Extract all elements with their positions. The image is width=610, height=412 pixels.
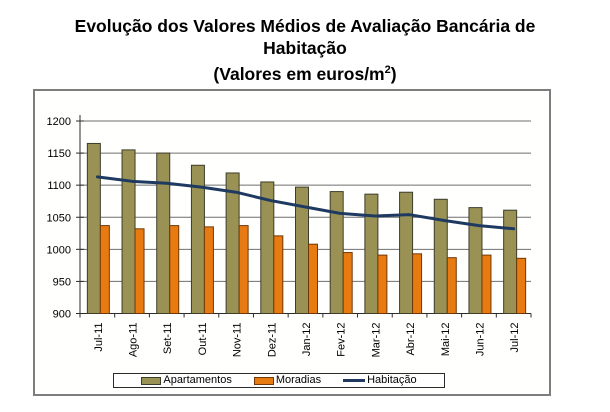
svg-text:Jul-11: Jul-11 [93, 323, 105, 352]
bar-apartamentos-ago-11 [121, 149, 136, 314]
x-tick-labels: Jul-11 Ago-11 Set-11 Out-11 Nov-11 Dez-11 Jan-… [93, 322, 521, 357]
svg-text:Jan-12: Jan-12 [301, 323, 313, 357]
bar-apartamentos-jul-11 [86, 142, 101, 315]
superscript-2: 2 [384, 64, 391, 76]
bars-apartamentos [86, 142, 518, 315]
bar-moradias-jul-12 [516, 257, 527, 314]
svg-text:Out-11: Out-11 [197, 323, 209, 356]
bar-apartamentos-mai-12 [433, 198, 448, 314]
svg-text:Mar-12: Mar-12 [370, 323, 382, 358]
chart-title: Evolução dos Valores Médios de Avaliação… [0, 15, 610, 85]
legend-item-apartamentos: Apartamentos [141, 374, 232, 386]
svg-text:950: 950 [53, 276, 71, 288]
bar-moradias-nov-11 [238, 225, 249, 314]
svg-text:1200: 1200 [47, 116, 71, 128]
chart-legend: Apartamentos Moradias Habitação [113, 373, 445, 388]
bar-apartamentos-set-11 [156, 152, 171, 315]
legend-item-habitacao: Habitação [343, 375, 417, 386]
svg-text:Jun-12: Jun-12 [474, 323, 486, 357]
bar-apartamentos-jul-12 [503, 209, 518, 314]
bar-moradias-jul-11 [99, 225, 110, 314]
line-habitação [95, 175, 516, 231]
svg-text:1050: 1050 [47, 212, 71, 224]
y-tick-labels: 900 950 1000 1050 1100 1150 1200 [47, 116, 71, 321]
svg-text:Ago-11: Ago-11 [128, 323, 140, 358]
legend-label-apartamentos: Apartamentos [163, 374, 232, 386]
chart-frame: 900 950 1000 1050 1100 1150 1200 Jul-11 Ago-11 Se… [33, 89, 551, 396]
svg-text:Mai-12: Mai-12 [440, 323, 452, 357]
bar-line-chart: 900 950 1000 1050 1100 1150 1200 Jul-11 Ago-11 Se… [47, 115, 532, 357]
chart-title-line3: (Valores em euros/m2) [213, 63, 397, 84]
svg-text:1150: 1150 [47, 148, 71, 160]
svg-text:Dez-11: Dez-11 [266, 323, 278, 358]
svg-text:Abr-12: Abr-12 [405, 323, 417, 356]
bar-apartamentos-mar-12 [364, 193, 379, 314]
bar-moradias-ago-11 [134, 228, 145, 314]
bar-moradias-dez-11 [273, 235, 284, 315]
bar-moradias-out-11 [203, 226, 214, 314]
svg-text:Fev-12: Fev-12 [336, 323, 348, 357]
line-series [95, 175, 516, 231]
bar-moradias-set-11 [169, 225, 180, 314]
legend-label-moradias: Moradias [275, 374, 322, 386]
bar-moradias-mar-12 [377, 254, 388, 315]
svg-text:Jul-12: Jul-12 [509, 322, 521, 352]
legend-swatch-apartamentos [141, 376, 162, 385]
x-ticks [79, 313, 532, 318]
bar-moradias-abr-12 [412, 253, 423, 314]
svg-text:Nov-11: Nov-11 [232, 323, 244, 358]
bar-apartamentos-abr-12 [399, 191, 414, 314]
chart-title-line1: Evolução dos Valores Médios de Avaliação… [74, 16, 536, 36]
bars-moradias [99, 225, 527, 315]
bar-moradias-mai-12 [446, 257, 457, 315]
legend-swatch-moradias [253, 376, 274, 385]
bar-moradias-jan-12 [308, 243, 318, 314]
svg-text:900: 900 [53, 309, 71, 321]
bar-moradias-fev-12 [342, 252, 353, 315]
bar-apartamentos-nov-11 [225, 172, 240, 314]
svg-text:Set-11: Set-11 [162, 323, 174, 355]
legend-label-habitacao: Habitação [367, 374, 417, 386]
bar-moradias-jun-12 [481, 254, 492, 315]
svg-text:1000: 1000 [47, 244, 71, 256]
chart-title-line2: Habitação [263, 38, 347, 58]
bar-apartamentos-fev-12 [329, 191, 344, 314]
legend-item-moradias: Moradias [253, 374, 322, 386]
svg-text:1100: 1100 [47, 180, 71, 192]
legend-swatch-habitacao [343, 379, 366, 382]
